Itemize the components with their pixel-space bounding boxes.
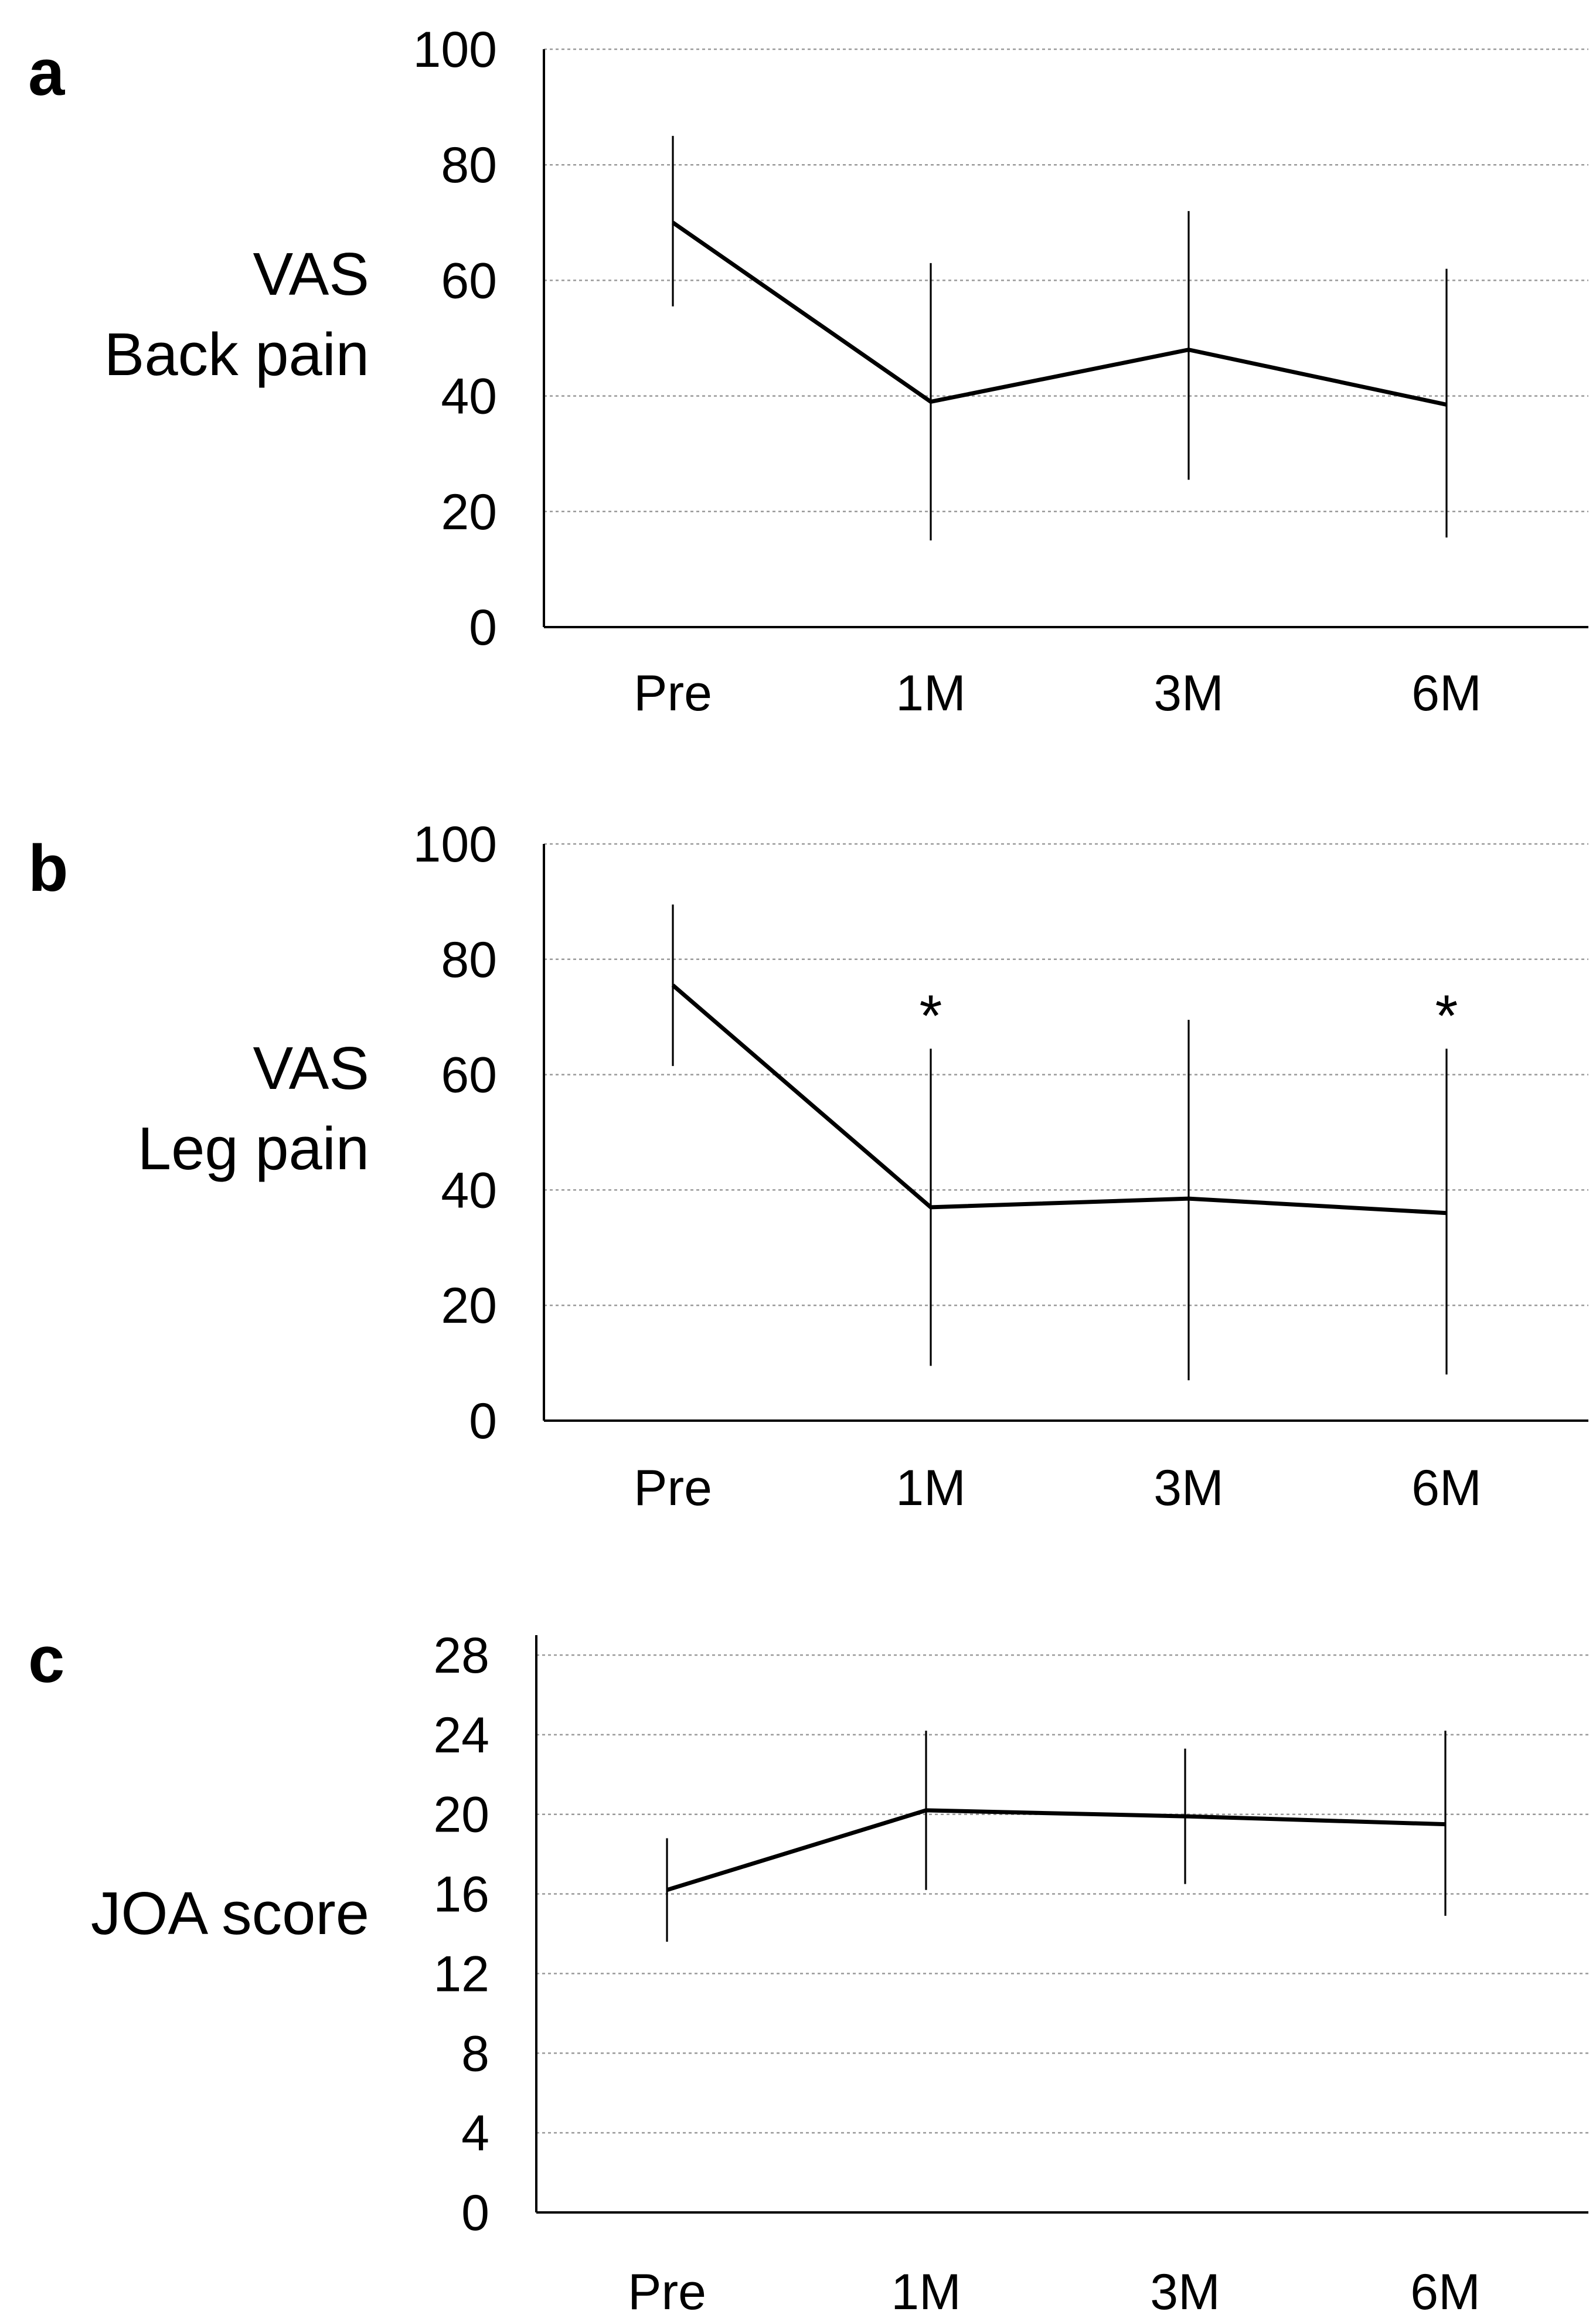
- y-tick-label: 0: [469, 1393, 497, 1449]
- y-tick-label: 0: [461, 2185, 489, 2241]
- panel-label: c: [28, 1623, 64, 1696]
- y-tick-label: 12: [433, 1946, 489, 2002]
- y-axis-label: VAS: [253, 1034, 369, 1102]
- y-tick-label: 8: [461, 2025, 489, 2082]
- y-tick-label: 0: [469, 600, 497, 656]
- x-tick-label: Pre: [634, 665, 712, 721]
- y-tick-label: 100: [413, 816, 498, 873]
- x-tick-label: 1M: [891, 2264, 961, 2315]
- panel-label: a: [28, 36, 65, 109]
- x-tick-label: 1M: [896, 1460, 965, 1516]
- y-tick-label: 16: [433, 1867, 489, 1923]
- y-axis-label: VAS: [253, 240, 369, 308]
- y-tick-label: 80: [441, 932, 497, 988]
- series-line: [671, 983, 1447, 1216]
- x-tick-label: 3M: [1150, 2264, 1220, 2315]
- significance-marker: *: [1435, 983, 1458, 1048]
- chart-panel-c: c JOA score 0 4 8 12 16 20 24 28 Pre 1M 3M 6M: [28, 1623, 1588, 2315]
- panel-label: b: [28, 832, 68, 905]
- y-tick-label: 40: [441, 1162, 497, 1218]
- series-line: [672, 220, 1447, 407]
- y-tick-label: 20: [441, 1278, 497, 1334]
- y-tick-label: 80: [441, 137, 497, 193]
- y-axis-label: Back pain: [104, 321, 369, 388]
- chart-panel-a: a VAS Back pain 0 20 40 60 80 100 Pre 1M 3M 6M: [28, 22, 1588, 721]
- x-tick-label: 3M: [1153, 665, 1223, 721]
- x-tick-label: 6M: [1410, 2264, 1480, 2315]
- y-tick-label: 28: [433, 1628, 489, 1684]
- y-tick-label: 40: [441, 369, 497, 425]
- y-tick-label: 60: [441, 1047, 497, 1104]
- significance-marker: *: [920, 983, 942, 1048]
- series-line: [666, 1808, 1446, 1892]
- x-tick-label: Pre: [634, 1460, 712, 1516]
- y-tick-label: 24: [433, 1707, 489, 1764]
- y-tick-label: 20: [441, 484, 497, 540]
- y-tick-label: 100: [413, 22, 498, 78]
- chart-panel-b: b VAS Leg pain 0 20 40 60 80 100 Pre 1M 3M 6M * *: [28, 816, 1588, 1516]
- x-tick-label: 6M: [1411, 1460, 1481, 1516]
- y-tick-label: 60: [441, 253, 497, 309]
- x-tick-label: 6M: [1411, 665, 1481, 721]
- x-tick-label: Pre: [628, 2264, 706, 2315]
- y-axis-label: JOA score: [91, 1880, 369, 1947]
- x-tick-label: 1M: [896, 665, 965, 721]
- y-tick-label: 4: [461, 2105, 489, 2161]
- y-tick-label: 20: [433, 1787, 489, 1843]
- y-axis-label: Leg pain: [138, 1115, 369, 1182]
- x-tick-label: 3M: [1153, 1460, 1223, 1516]
